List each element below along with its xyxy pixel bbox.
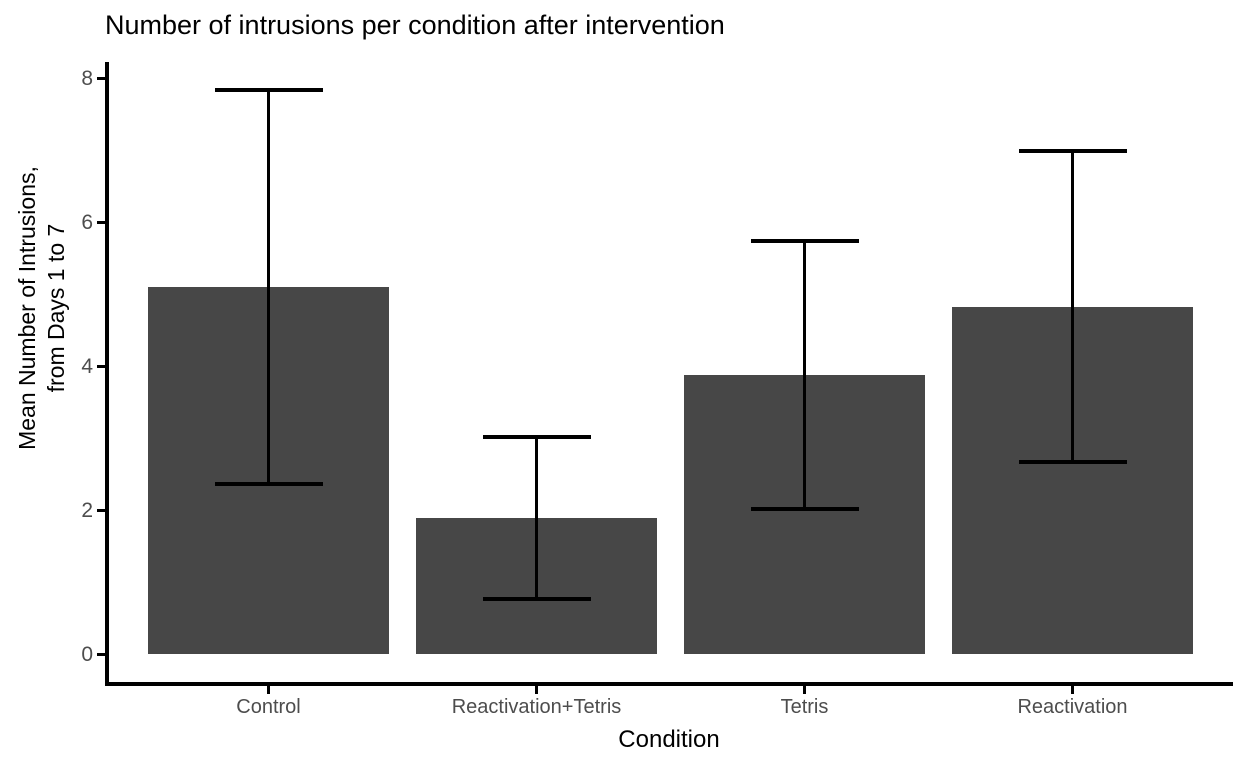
y-tick-label-0: 0 <box>81 642 93 666</box>
y-tick-mark-0 <box>97 652 105 656</box>
error-bar-cap-top-tetris <box>750 238 859 243</box>
error-bar-cap-bottom-tetris <box>750 507 859 512</box>
x-tick-mark-reactivation <box>1071 686 1074 694</box>
y-axis-line <box>105 62 109 686</box>
y-tick-mark-8 <box>97 77 105 81</box>
error-bar-line-tetris <box>803 240 806 510</box>
x-axis-title: Condition <box>618 726 720 753</box>
error-bar-cap-bottom-reactivation <box>1018 460 1127 465</box>
error-bar-cap-top-control <box>214 87 323 92</box>
y-tick-mark-4 <box>97 364 105 368</box>
x-tick-label-tetris: Tetris <box>780 696 829 718</box>
x-tick-label-reactivation-tetris: Reactivation+Tetris <box>451 696 622 718</box>
x-tick-label-control: Control <box>236 696 301 718</box>
y-tick-label-4: 4 <box>81 354 93 378</box>
error-bar-cap-bottom-reactivation-tetris <box>482 597 591 602</box>
error-bar-cap-top-reactivation-tetris <box>482 434 591 439</box>
chart-title: Number of intrusions per condition after… <box>105 10 725 40</box>
error-bar-cap-top-reactivation <box>1018 148 1127 153</box>
error-bar-line-control <box>267 89 270 484</box>
y-tick-mark-6 <box>97 221 105 225</box>
x-tick-label-reactivation: Reactivation <box>1017 696 1128 718</box>
error-bar-cap-bottom-control <box>214 481 323 486</box>
y-tick-label-2: 2 <box>81 498 93 522</box>
y-axis-title-line1: Mean Number of Intrusions, <box>14 166 40 450</box>
x-tick-mark-tetris <box>803 686 806 694</box>
x-tick-mark-control <box>267 686 270 694</box>
y-tick-mark-2 <box>97 508 105 512</box>
y-tick-label-6: 6 <box>81 211 93 235</box>
x-axis-line <box>105 682 1233 686</box>
error-bar-line-reactivation <box>1071 150 1074 462</box>
x-tick-mark-reactivation-tetris <box>535 686 538 694</box>
error-bar-line-reactivation-tetris <box>535 436 538 600</box>
y-tick-label-8: 8 <box>81 67 93 91</box>
